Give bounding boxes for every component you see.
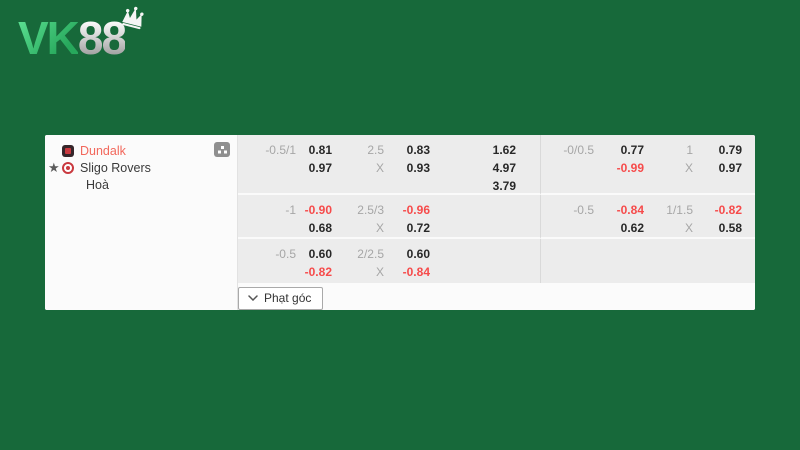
handicap-odds-cell[interactable]: 0.60 -0.82 [304, 247, 332, 279]
away-team-row: Sligo Rovers [45, 159, 237, 176]
over-under-line: 1/1.5 X [666, 203, 693, 235]
brand-logo-text: VK88 [18, 6, 178, 70]
lineup-stats-button[interactable] [214, 142, 230, 157]
over-under-line: 2.5/3 X [357, 203, 384, 235]
1x2-odds-cell-empty [430, 245, 516, 281]
1x2-odds-cell[interactable]: 1.62 4.97 3.79 [492, 143, 516, 193]
home-team-crest-icon [62, 144, 74, 157]
odds-row-ht-3-empty [540, 239, 755, 283]
away-team-name: Sligo Rovers [80, 160, 151, 175]
stats-icon [217, 145, 227, 153]
odds-row-ft-1: -0.5/1 0.81 0.97 2.5 X 0.83 0.93 1.62 4.97 3.… [238, 135, 540, 195]
handicap-odds-cell[interactable]: -0.90 0.68 [304, 203, 332, 235]
brand-logo-vk: VK [18, 12, 80, 64]
odds-row-ft-3: -0.5 0.60 -0.82 2/2.5 X 0.60 -0.84 [238, 239, 540, 283]
brand-logo: VK88 [18, 6, 178, 70]
handicap-line: -0.5 [573, 203, 594, 217]
panel-footer: Phạt góc [238, 283, 755, 310]
over-under-odds-cell[interactable]: -0.96 0.72 [402, 203, 430, 235]
handicap-line: -0.5 [275, 247, 296, 261]
handicap-line: -0/0.5 [563, 143, 594, 157]
over-under-odds-cell[interactable]: 0.60 -0.84 [402, 247, 430, 279]
handicap-odds-cell[interactable]: 0.81 0.97 [308, 143, 332, 175]
chevron-down-icon [248, 295, 258, 301]
over-under-odds-cell[interactable]: 0.79 0.97 [718, 143, 742, 175]
1x2-odds-cell-empty [430, 201, 516, 237]
home-team-row: Dundalk [45, 142, 237, 159]
handicap-line: -0.5/1 [265, 143, 296, 157]
corner-kicks-label: Phạt góc [264, 291, 312, 305]
favorite-star-icon[interactable]: ★ [48, 160, 60, 175]
crown-icon [115, 3, 151, 36]
handicap-line: -1 [285, 203, 296, 217]
over-under-line: 2.5 X [367, 143, 384, 175]
match-teams-section: ★ Dundalk Sligo Rovers Hoà [45, 135, 238, 310]
odds-panel: ★ Dundalk Sligo Rovers Hoà -0.5/1 0.81 0.… [45, 135, 755, 310]
draw-row: Hoà [45, 176, 237, 193]
corner-kicks-button[interactable]: Phạt góc [238, 287, 324, 310]
over-under-odds-cell[interactable]: 0.83 0.93 [406, 143, 430, 175]
over-under-line: 2/2.5 X [357, 247, 384, 279]
odds-row-ht-2: -0.5 -0.84 0.62 1/1.5 X -0.82 0.58 [540, 195, 755, 239]
odds-row-ft-2: -1 -0.90 0.68 2.5/3 X -0.96 0.72 [238, 195, 540, 239]
home-team-name: Dundalk [80, 143, 126, 158]
draw-label: Hoà [86, 177, 109, 192]
over-under-odds-cell[interactable]: -0.82 0.58 [714, 203, 742, 235]
handicap-odds-cell[interactable]: -0.84 0.62 [616, 203, 644, 235]
brand-logo-88: 88 [77, 12, 127, 64]
handicap-odds-cell[interactable]: 0.77 -0.99 [616, 143, 644, 175]
away-team-crest-icon [62, 161, 74, 174]
